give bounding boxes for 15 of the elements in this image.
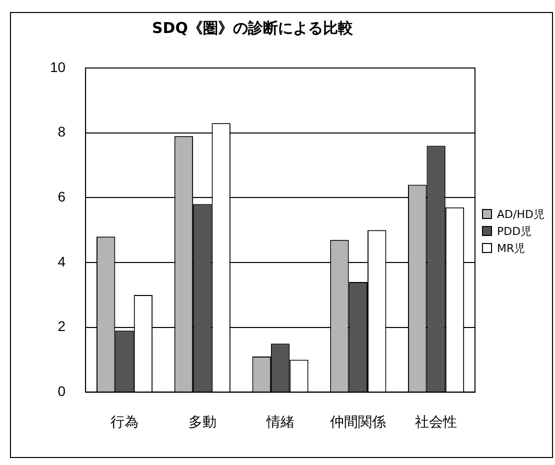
- x-tick-label: 社会性: [415, 413, 458, 430]
- y-tick-label: 6: [58, 188, 66, 205]
- x-tick-label: 情緒: [265, 413, 294, 430]
- y-tick-label: 0: [58, 383, 66, 400]
- x-tick-label: 行為: [110, 413, 139, 430]
- legend-label: PDD児: [497, 225, 532, 238]
- legend-label: AD/HD児: [497, 208, 544, 221]
- x-tick-label: 仲間関係: [330, 413, 386, 430]
- chart-title: SDQ《圏》の診断による比較: [152, 18, 354, 37]
- y-tick-label: 4: [58, 253, 66, 270]
- y-tick-label: 2: [58, 318, 66, 334]
- legend-label: MR児: [497, 242, 526, 255]
- y-tick-label: 10: [50, 58, 66, 75]
- y-tick-label: 8: [58, 124, 66, 140]
- x-tick-label: 多動: [188, 413, 216, 430]
